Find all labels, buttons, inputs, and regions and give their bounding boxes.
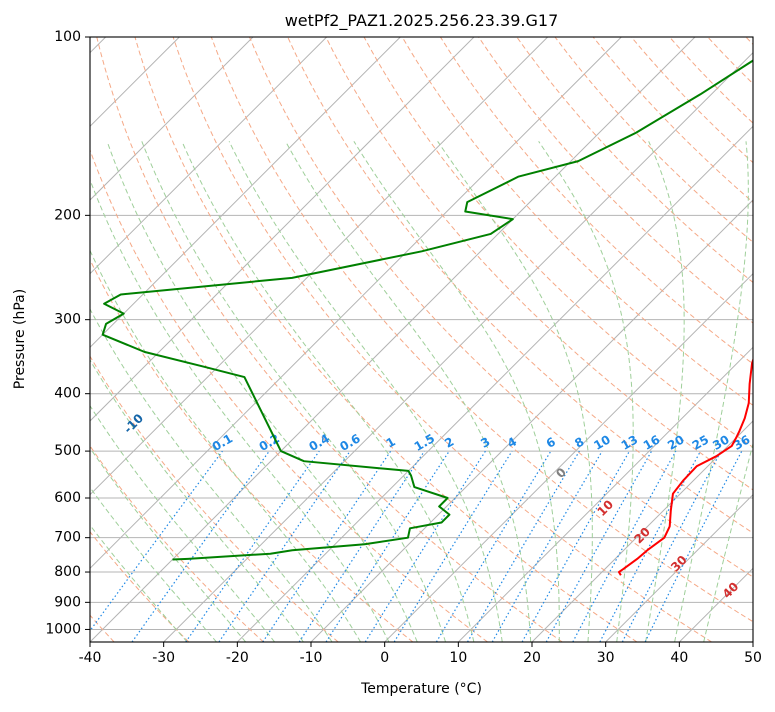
mixing-ratio-line [466,450,580,642]
moist-adiabat-line [353,141,560,642]
axes: -40 -30 -20 -10 0 10 20 30 40 50 100 200 300 400 500 60… [45,29,762,666]
dry-adiabat-line [172,37,712,642]
x-tick-label: 20 [523,650,541,666]
mixing-ratio-line [218,450,351,642]
dry-adiabat-line [90,148,488,642]
dry-adiabat-line [90,530,190,642]
plot-frame [89,36,754,643]
isotherm-line [605,493,753,642]
isotherm-line [90,37,254,201]
dry-adiabat-line [96,37,563,642]
y-tick-label: 600 [54,490,81,506]
y-tick-label: 400 [54,386,81,402]
moist-adiabat-line [90,447,247,642]
moist-adiabat-line [90,524,188,642]
moist-adiabat-line [437,141,593,642]
moist-adiabat-line [90,404,276,642]
y-axis-label: Pressure (hPa) [12,289,28,389]
mixing-ratio-line [185,450,320,642]
x-tick-label: 40 [670,650,688,666]
chart-title: wetPf2_PAZ1.2025.256.23.39.G17 [285,11,559,31]
y-tick-label: 200 [54,207,81,223]
x-tick-label: 30 [597,650,615,666]
mixing-ratio-line [325,450,450,642]
mixing-ratio-line [364,450,486,642]
y-tick-label: 900 [54,594,81,610]
y-tick-label: 100 [54,29,81,45]
y-tick-label: 1000 [45,621,81,637]
dry-adiabat-line [287,37,753,534]
dry-adiabat-line [401,37,753,406]
moist-adiabat-line [106,141,418,642]
dry-adiabat-line [210,37,753,623]
moist-adiabat-line [228,141,503,642]
dry-adiabat-line [134,37,638,642]
moist-adiabat-line [181,141,475,642]
temperature-profile-line [617,357,753,576]
dry-adiabat-line [325,37,753,491]
moist-adiabat-line [90,359,304,642]
isotherm-line [310,199,753,642]
dry-adiabat-line [592,37,753,203]
isotherm-line [457,346,753,642]
dry-adiabat-line [249,37,753,578]
y-tick-label: 300 [54,312,81,328]
moist-adiabat-line [538,141,634,642]
moist-adiabat-line [674,141,749,642]
y-tick-label: 500 [54,443,81,459]
moist-adiabat-line [90,486,217,642]
mixing-ratio-line [572,450,677,642]
mixing-ratio-line [545,450,653,642]
moist-adiabat-line [90,308,333,642]
x-axis-label: Temperature (°C) [360,681,482,697]
mixing-ratio-line [393,450,513,642]
isotherm-line [163,51,753,642]
moist-adiabat-line [141,141,447,642]
y-tick-label: 700 [54,530,81,546]
background-lines [90,37,753,642]
mixing-ratio-line [435,450,552,642]
x-tick-label: -10 [300,650,323,666]
dry-adiabat-line [516,37,753,284]
profiles [101,59,753,576]
moist-adiabat-line [285,141,532,642]
moist-adiabat-line [90,178,390,642]
dry-adiabat-line [363,37,753,448]
x-tick-label: 10 [449,650,467,666]
moist-adiabat-line [645,141,685,642]
x-tick-label: 50 [744,650,762,666]
mixing-ratio-line [521,450,631,642]
mixing-ratio-line [491,450,603,642]
isotherm-line [531,420,753,642]
x-tick-label: 0 [380,650,389,666]
isotherm-line [90,37,622,570]
dry-adiabat-line [478,37,753,324]
isotherm-line [236,125,753,642]
x-tick-label: -20 [226,650,249,666]
mixing-ratio-line [90,450,223,632]
x-tick-label: -30 [152,650,175,666]
isotherm-line [90,37,549,496]
moist-adiabat-line [90,249,361,642]
mixing-ratio-line [131,450,270,642]
y-tick-label: 800 [54,564,81,580]
moist-adiabat-line [703,441,753,642]
dry-adiabat-line [90,355,339,642]
x-tick-label: -40 [79,650,102,666]
isotherm-line [90,37,475,422]
dry-adiabat-line [90,258,414,642]
isotherm-line [90,37,328,275]
isotherm-line [384,272,753,642]
dewpoint-profile-line [101,59,753,561]
